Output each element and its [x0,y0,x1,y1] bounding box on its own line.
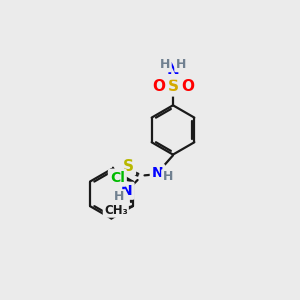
Text: S: S [167,79,178,94]
Text: H: H [176,58,186,71]
Text: H: H [162,170,173,183]
Text: N: N [167,62,179,77]
Text: H: H [160,58,170,71]
Text: CH₃: CH₃ [104,203,128,217]
Text: N: N [121,184,133,198]
Text: Cl: Cl [110,171,125,185]
Text: O: O [181,79,194,94]
Text: H: H [114,190,124,203]
Text: O: O [152,79,165,94]
Text: S: S [123,159,134,174]
Text: N: N [152,166,164,180]
